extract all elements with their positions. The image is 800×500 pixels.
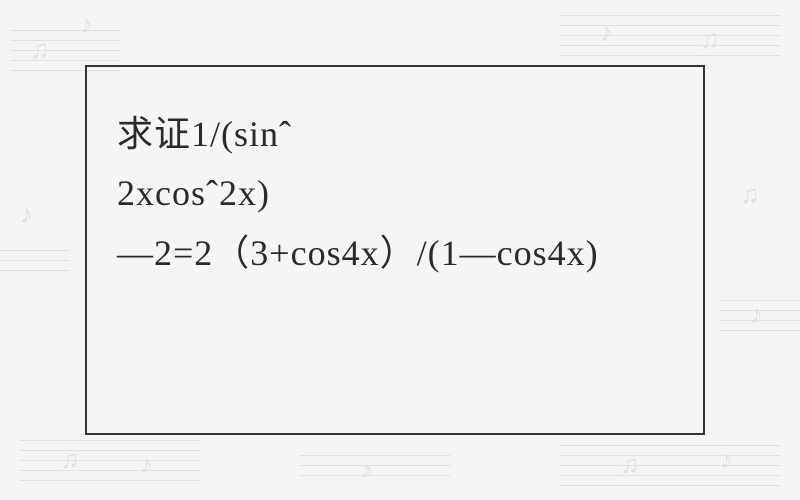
music-note-icon: ♪ [80,10,93,40]
music-note-icon: ♫ [30,35,50,65]
math-text-line-1: 求证1/(sinˆ [117,105,673,164]
music-note-icon: ♫ [60,445,80,475]
music-note-icon: ♪ [600,18,613,48]
math-text-line-2: 2xcosˆ2x) [117,164,673,223]
question-box: 求证1/(sinˆ 2xcosˆ2x) —2=2（3+cos4x）/(1—cos… [85,65,705,435]
math-text-line-3: —2=2（3+cos4x）/(1—cos4x) [117,224,673,283]
music-note-icon: ♪ [360,455,373,485]
music-note-icon: ♪ [20,200,33,230]
music-note-icon: ♪ [750,300,763,330]
music-note-icon: ♫ [700,25,720,55]
music-note-icon: ♪ [140,450,153,480]
music-note-icon: ♪ [720,445,733,475]
music-note-icon: ♫ [620,450,640,480]
music-note-icon: ♫ [740,180,760,210]
